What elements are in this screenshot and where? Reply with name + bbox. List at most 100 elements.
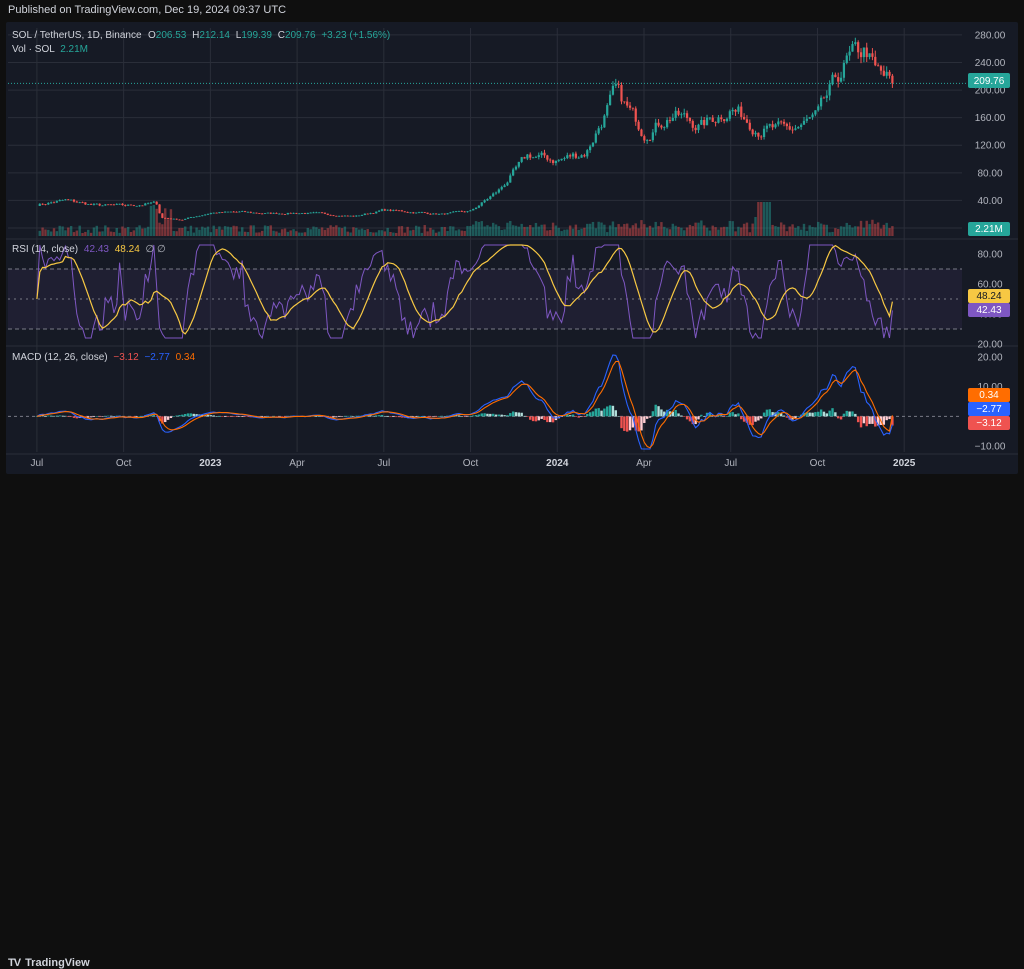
candle [164, 217, 167, 219]
volume-bar [805, 230, 809, 236]
candle [147, 202, 150, 205]
open-value: 206.53 [156, 30, 187, 41]
volume-bar [777, 226, 780, 236]
candle-body [762, 128, 766, 138]
histogram-bar [446, 415, 449, 417]
candle [67, 198, 70, 201]
volume-bar [788, 226, 791, 236]
candle [275, 212, 278, 214]
macd-pane[interactable] [8, 354, 962, 450]
volume-bar [891, 226, 894, 236]
volume-bar [81, 232, 84, 236]
time-tick-label-9: Oct [810, 458, 826, 469]
candle [703, 116, 706, 129]
candle [335, 215, 338, 217]
volume-bar [563, 229, 566, 236]
candle [363, 213, 366, 216]
chart-frame[interactable] [6, 22, 1018, 474]
volume-bar [189, 225, 193, 236]
brand-logo[interactable]: TV TradingView [8, 957, 90, 969]
histogram-bar [92, 416, 96, 417]
time-tick-label-0: Jul [31, 458, 44, 469]
candle [392, 209, 395, 212]
histogram-bar [831, 408, 834, 417]
candle-body [537, 155, 540, 158]
histogram-bar [580, 416, 583, 417]
volume-bar [571, 228, 575, 236]
histogram-bar [380, 414, 384, 417]
volume-bar [437, 231, 441, 236]
histogram-bar [511, 411, 515, 417]
candle [720, 114, 723, 122]
volume-bar [337, 227, 341, 236]
volume-bar [118, 232, 121, 236]
candle [817, 104, 820, 112]
volume-bar [888, 228, 891, 236]
candle [540, 151, 543, 158]
volume-bar [817, 221, 820, 236]
volume-bar [203, 227, 207, 236]
volume-bar [551, 222, 555, 236]
volume-bar [837, 229, 840, 236]
volume-bar [489, 226, 492, 236]
candle-body [646, 140, 649, 141]
candle [109, 204, 113, 206]
volume-bar [822, 224, 826, 236]
histogram-bar [754, 416, 757, 422]
candle [206, 213, 210, 215]
volume-bar [457, 229, 461, 236]
volume-bar [834, 228, 837, 236]
chart-canvas[interactable]: 280.00 240.00 200.00 160.00 120.00 80.00 40.00… [0, 0, 1024, 500]
candle [81, 201, 84, 204]
volume-bar [92, 227, 96, 236]
candle [369, 212, 372, 215]
candle-body [737, 106, 740, 112]
volume-bar [771, 224, 774, 236]
candle-body [124, 205, 127, 206]
candle-body [674, 110, 677, 118]
volume-bar [209, 232, 213, 236]
time-tick-label-3: Apr [289, 458, 305, 469]
volume-bar [380, 230, 384, 236]
candle [212, 212, 215, 214]
volume-bar [697, 222, 700, 236]
histogram-bar [98, 416, 101, 417]
candle [874, 50, 877, 67]
volume-bar [269, 225, 272, 236]
histogram-bar [181, 414, 184, 417]
candle [403, 211, 406, 213]
rsi-pane[interactable] [8, 244, 962, 340]
volume-bar [372, 232, 375, 236]
change-value: +3.23 (+1.56%) [321, 30, 390, 41]
candle [523, 156, 526, 159]
price-tick-label-6: 40.00 [977, 196, 1002, 207]
histogram-bar [551, 416, 555, 423]
candle-body [691, 121, 694, 128]
volume-bar [814, 227, 817, 236]
histogram-bar [55, 415, 59, 417]
candle-body [181, 219, 184, 221]
histogram-bar [209, 415, 213, 417]
histogram-bar [808, 412, 811, 417]
macd-badge-label: −2.77 [976, 404, 1002, 415]
histogram-bar [663, 411, 666, 417]
histogram-bar [112, 415, 116, 417]
histogram-bar [155, 416, 158, 417]
candle-body [480, 202, 483, 206]
brand-name: TradingView [25, 957, 90, 969]
candle [705, 114, 709, 126]
candle-body [497, 189, 500, 193]
price-pane[interactable] [8, 37, 966, 236]
candle-body [323, 212, 327, 214]
candle-body [349, 215, 352, 217]
time-axis[interactable]: Jul Oct 2023 Apr Jul Oct 2024 Apr Jul Oct 2025 [31, 458, 916, 469]
histogram-bar [52, 415, 56, 417]
volume-bar [178, 228, 181, 236]
candle [583, 153, 586, 158]
histogram-bar [215, 416, 218, 417]
rsi-tick-label-3: 20.00 [977, 340, 1002, 351]
candle-body [460, 211, 463, 212]
histogram-bar [742, 416, 746, 422]
volume-bar [315, 227, 318, 236]
candle [711, 115, 714, 123]
